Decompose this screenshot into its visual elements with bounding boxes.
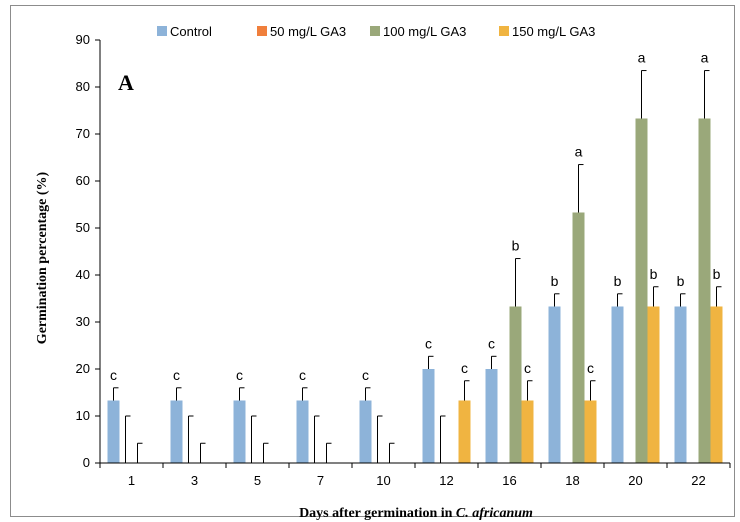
bar (296, 400, 309, 463)
significance-letter: b (677, 273, 685, 289)
bars-layer (107, 118, 723, 464)
y-axis-title: Germination percentage (%) (35, 171, 50, 344)
significance-letter: c (488, 335, 495, 351)
bar (584, 400, 597, 463)
significance-letter: b (713, 266, 721, 282)
significance-letter: b (551, 273, 559, 289)
bar (674, 306, 687, 463)
legend-swatch (370, 26, 380, 36)
bar (611, 306, 624, 463)
bar (635, 118, 648, 464)
legend-label: 50 mg/L GA3 (270, 24, 346, 39)
x-tick-label: 12 (439, 473, 453, 488)
significance-letter: c (425, 335, 432, 351)
bar (647, 306, 660, 463)
bar (359, 400, 372, 463)
significance-letter: c (524, 360, 531, 376)
y-tick-label: 10 (76, 408, 90, 423)
significance-letter: a (575, 144, 583, 160)
y-tick-label: 40 (76, 267, 90, 282)
bar (548, 306, 561, 463)
significance-letters-layer: c c c c c c c b b b b a a a c c c b b (110, 50, 721, 383)
error-bars-layer (113, 70, 722, 463)
x-axis-title: Days after germination in C. africanum (299, 506, 533, 521)
legend-label: 100 mg/L GA3 (383, 24, 466, 39)
x-tick-label: 1 (128, 473, 135, 488)
bar (233, 400, 246, 463)
y-tick-label: 60 (76, 173, 90, 188)
x-tick-label: 16 (502, 473, 516, 488)
y-tick-label: 0 (83, 455, 90, 470)
bar (509, 306, 522, 463)
legend-label: Control (170, 24, 212, 39)
bar (572, 212, 585, 463)
significance-letter: c (461, 360, 468, 376)
y-tick-label: 20 (76, 361, 90, 376)
x-tick-label: 7 (317, 473, 324, 488)
panel-label: A (118, 70, 134, 95)
legend-label: 150 mg/L GA3 (512, 24, 595, 39)
x-tick-label: 3 (191, 473, 198, 488)
significance-letter: c (362, 367, 369, 383)
significance-letter: b (614, 273, 622, 289)
bar (422, 369, 435, 463)
x-tick-label: 18 (565, 473, 579, 488)
bar (458, 400, 471, 463)
legend: Control 50 mg/L GA3 100 mg/L GA3 150 mg/L G… (157, 24, 595, 39)
x-axis-title-italic: C. africanum (456, 506, 533, 521)
significance-letter: c (587, 360, 594, 376)
bar (698, 118, 711, 464)
y-tick-label: 90 (76, 32, 90, 47)
significance-letter: c (236, 367, 243, 383)
legend-swatch (157, 26, 167, 36)
chart-frame (10, 5, 735, 517)
y-tick-label: 80 (76, 79, 90, 94)
significance-letter: a (638, 50, 646, 66)
significance-letter: c (110, 367, 117, 383)
x-tick-label: 22 (691, 473, 705, 488)
significance-letter: a (701, 50, 709, 66)
bar (521, 400, 534, 463)
bar (485, 369, 498, 463)
bar (710, 306, 723, 463)
bar (170, 400, 183, 463)
significance-letter: b (650, 266, 658, 282)
legend-swatch (257, 26, 267, 36)
significance-letter: c (299, 367, 306, 383)
y-tick-label: 30 (76, 314, 90, 329)
x-tick-label: 10 (376, 473, 390, 488)
x-tick-label: 5 (254, 473, 261, 488)
significance-letter: b (512, 238, 520, 254)
x-tick-label: 20 (628, 473, 642, 488)
significance-letter: c (173, 367, 180, 383)
bar (107, 400, 120, 463)
x-axis-title-main: Days after germination in (299, 506, 456, 521)
axes-layer: 0 10 20 30 40 50 60 70 80 90 1 3 5 7 10 12 16 18 20 22 (76, 32, 731, 488)
y-tick-label: 50 (76, 220, 90, 235)
legend-swatch (499, 26, 509, 36)
y-tick-label: 70 (76, 126, 90, 141)
